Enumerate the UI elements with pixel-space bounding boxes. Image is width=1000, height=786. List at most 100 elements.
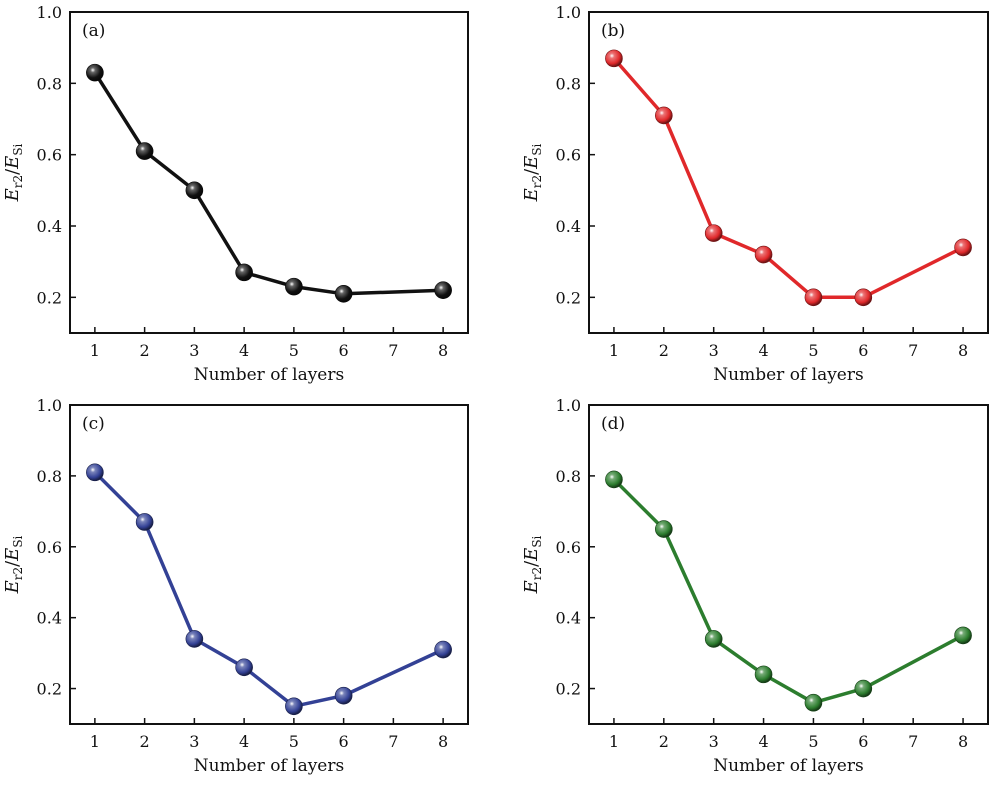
x-tick-label: 5 xyxy=(808,341,818,360)
x-tick-label: 6 xyxy=(858,732,868,751)
x-tick-label: 3 xyxy=(189,341,199,360)
x-tick-label: 7 xyxy=(388,732,398,751)
x-tick-label: 3 xyxy=(709,341,719,360)
series-line xyxy=(612,477,965,705)
x-tick-label: 2 xyxy=(659,732,669,751)
x-tick-label: 3 xyxy=(189,732,199,751)
data-point xyxy=(854,679,873,698)
x-tick-label: 1 xyxy=(609,732,619,751)
data-point xyxy=(334,686,353,705)
x-tick-label: 6 xyxy=(339,341,349,360)
data-point xyxy=(135,513,154,531)
x-tick-label: 5 xyxy=(808,732,818,751)
y-tick-label: 0.2 xyxy=(37,680,62,699)
x-tick-label: 2 xyxy=(140,732,150,751)
x-tick-label: 2 xyxy=(140,341,150,360)
panel-label: (b) xyxy=(601,21,625,41)
data-point xyxy=(434,640,452,659)
chart-panel-c: 1 2 3 4 5 6 7 8 0.2 0.4 0.6 0.8 1.0 Number of layers E… xyxy=(2,396,469,776)
y-tick-label: 0.8 xyxy=(37,467,62,486)
y-tick-label: 0.6 xyxy=(556,146,581,165)
chart-panel-b: 1 2 3 4 5 6 7 8 0.2 0.4 0.6 0.8 1.0 Number of layers E… xyxy=(521,3,989,385)
data-point xyxy=(235,263,253,282)
data-point xyxy=(754,665,773,684)
series-line xyxy=(612,56,965,300)
x-tick-label: 1 xyxy=(90,341,100,360)
y-tick-label: 0.8 xyxy=(37,74,62,93)
x-tick-label: 1 xyxy=(609,341,619,360)
plot-frame xyxy=(588,404,989,725)
y-axis-title: Er2/ESi xyxy=(521,143,544,202)
x-tick-label: 8 xyxy=(438,341,448,360)
series-line xyxy=(93,70,445,296)
plot-frame xyxy=(69,404,469,725)
panel-label: (d) xyxy=(601,414,625,434)
panel-label: (a) xyxy=(82,21,105,41)
data-point xyxy=(605,49,623,68)
y-tick-label: 0.2 xyxy=(37,288,62,307)
data-point xyxy=(605,470,623,489)
y-tick-label: 1.0 xyxy=(556,3,581,22)
x-tick-label: 2 xyxy=(659,341,669,360)
data-point xyxy=(854,288,873,307)
x-tick-label: 4 xyxy=(758,341,768,360)
y-tick-label: 0.2 xyxy=(556,288,581,307)
data-point xyxy=(285,697,303,716)
y-tick-label: 0.4 xyxy=(37,217,62,236)
x-tick-label: 8 xyxy=(438,732,448,751)
data-point xyxy=(655,520,673,538)
x-tick-label: 7 xyxy=(908,732,918,751)
x-tick-label: 5 xyxy=(289,341,299,360)
data-point xyxy=(434,281,452,300)
y-tick-label: 1.0 xyxy=(37,396,62,415)
data-point xyxy=(185,181,204,200)
data-point xyxy=(235,658,253,677)
x-tick-label: 8 xyxy=(958,732,968,751)
y-tick-label: 0.4 xyxy=(37,609,62,628)
y-tick-label: 0.4 xyxy=(556,609,581,628)
y-tick-label: 1.0 xyxy=(37,3,62,22)
data-point xyxy=(954,238,972,257)
x-axis-title: Number of layers xyxy=(194,756,344,776)
y-tick-label: 0.4 xyxy=(556,217,581,236)
y-axis-title: Er2/ESi xyxy=(521,535,544,594)
data-point xyxy=(135,142,154,160)
x-tick-label: 4 xyxy=(758,732,768,751)
data-point xyxy=(954,626,972,645)
plot-frame xyxy=(588,11,989,334)
x-tick-label: 4 xyxy=(239,341,249,360)
x-tick-label: 8 xyxy=(958,341,968,360)
y-axis-title: Er2/ESi xyxy=(2,143,25,202)
y-tick-label: 0.6 xyxy=(37,146,62,165)
x-axis-title: Number of layers xyxy=(194,365,344,385)
data-point xyxy=(285,277,303,296)
y-tick-label: 1.0 xyxy=(556,396,581,415)
x-tick-label: 6 xyxy=(858,341,868,360)
x-tick-label: 7 xyxy=(388,341,398,360)
chart-panel-d: 1 2 3 4 5 6 7 8 0.2 0.4 0.6 0.8 1.0 Number of layers E… xyxy=(521,396,989,776)
x-tick-label: 6 xyxy=(339,732,349,751)
x-axis-title: Number of layers xyxy=(713,756,863,776)
x-axis-title: Number of layers xyxy=(713,365,863,385)
x-tick-label: 4 xyxy=(239,732,249,751)
data-point xyxy=(655,106,673,125)
series-line xyxy=(93,470,445,709)
y-tick-label: 0.8 xyxy=(556,467,581,486)
data-point xyxy=(334,284,353,303)
x-tick-label: 5 xyxy=(289,732,299,751)
panel-label: (c) xyxy=(82,414,105,434)
x-tick-label: 7 xyxy=(908,341,918,360)
data-point xyxy=(704,630,723,648)
chart-panel-a: 1 2 3 4 5 6 7 8 0.2 0.4 0.6 0.8 1.0 Number of layers E… xyxy=(2,3,469,385)
y-tick-label: 0.6 xyxy=(556,538,581,557)
data-point xyxy=(86,63,104,82)
plot-frame xyxy=(69,11,469,334)
data-point xyxy=(754,245,773,264)
x-tick-label: 1 xyxy=(90,732,100,751)
data-point xyxy=(804,288,823,307)
data-point xyxy=(704,224,723,242)
y-tick-label: 0.2 xyxy=(556,680,581,699)
data-point xyxy=(86,463,104,482)
data-point xyxy=(804,693,823,712)
